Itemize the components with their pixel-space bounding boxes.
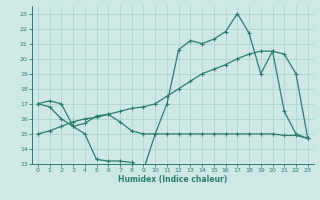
X-axis label: Humidex (Indice chaleur): Humidex (Indice chaleur) [118,175,228,184]
